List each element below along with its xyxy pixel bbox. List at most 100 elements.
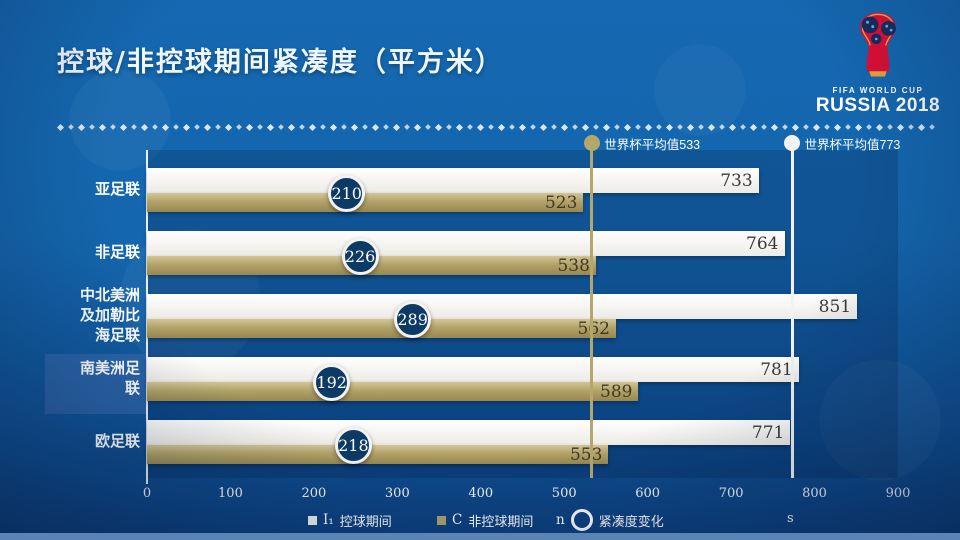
diamond-icon (593, 124, 599, 130)
stray-text: s (787, 511, 794, 526)
category-label: 欧足联 (94, 432, 140, 450)
diamond-icon (119, 123, 128, 131)
possession-value: 733 (720, 170, 753, 191)
legend-prefix: n (556, 512, 565, 528)
x-axis-tick-label: 300 (384, 486, 410, 501)
legend-label: 非控球期间 (468, 513, 534, 529)
x-axis-tick-label: 400 (468, 486, 494, 501)
diamond-icon (803, 124, 809, 130)
diamond-icon (614, 124, 620, 130)
diamond-icon (656, 124, 662, 130)
legend-item: I₁ 控球期间 (308, 509, 392, 531)
diamond-icon (602, 123, 611, 131)
diamond-icon (740, 124, 746, 130)
diamond-icon (467, 124, 473, 130)
possession-value: 771 (751, 422, 785, 443)
diamond-icon (152, 124, 158, 130)
diamond-icon (761, 124, 767, 130)
legend-label: 紧凑度变化 (598, 513, 664, 529)
diamond-icon (635, 124, 641, 130)
diamond-icon (392, 123, 401, 131)
diamond-icon (539, 123, 548, 131)
diamond-icon (173, 124, 179, 130)
bottom-accent-strip (0, 533, 960, 540)
diamond-icon (782, 124, 788, 130)
possession-bar: 781 (147, 357, 799, 382)
diamond-icon (245, 123, 254, 131)
diamond-icon (455, 123, 464, 131)
x-axis-tick-label: 200 (301, 486, 327, 501)
diamond-icon (518, 123, 527, 131)
possession-value: 764 (746, 233, 779, 254)
highlighted-category-band (45, 354, 147, 414)
category-label: 南美洲足联 (79, 359, 140, 397)
page-title: 控球/非控球期间紧凑度（平方米） (57, 47, 504, 78)
world-cup-average-non-possession-line: 世界杯平均值533 (583, 135, 700, 478)
diamond-icon (707, 123, 716, 131)
diamond-icon (320, 124, 326, 130)
possession-bar: 851 (147, 294, 858, 319)
diamond-icon (299, 124, 305, 130)
non-possession-bar: 562 (147, 318, 616, 339)
diamond-icon (56, 123, 65, 131)
diamond-icon (770, 123, 779, 131)
bar-chart: 亚足联 733 523 210 非足联 764 538 226 中北美洲及加勒比海足联 851 56… (45, 135, 910, 501)
diamond-icon (110, 124, 116, 130)
diamond-icon (98, 123, 107, 131)
diamond-icon (728, 123, 737, 131)
marker-circle-icon (570, 509, 593, 531)
diamond-icon (476, 123, 485, 131)
world-cup-trophy-icon (860, 12, 896, 77)
reference-line-pin (583, 135, 600, 151)
diamond-icon (677, 124, 683, 130)
world-cup-average-possession-line: 世界杯平均值773 (784, 135, 900, 478)
x-axis-tick-label: 500 (551, 486, 577, 501)
diamond-icon (215, 124, 221, 130)
possession-bar: 764 (147, 231, 785, 256)
compactness-change-marker: 289 (394, 300, 432, 338)
non-possession-bar: 589 (147, 381, 639, 402)
diamond-icon (866, 124, 872, 130)
legend-prefix: C (452, 512, 463, 528)
diamond-icon (383, 124, 389, 130)
diamond-icon (644, 123, 653, 131)
diamond-icon (266, 123, 275, 131)
diamond-icon (623, 123, 632, 131)
diamond-icon (908, 124, 914, 130)
x-axis-tick-label: 0 (142, 486, 152, 501)
non-possession-value: 589 (600, 381, 633, 402)
diamond-icon (413, 123, 422, 131)
diamond-icon (854, 123, 863, 131)
possession-value: 781 (760, 359, 793, 380)
category-label: 中北美洲及加勒比海足联 (79, 286, 140, 345)
diamond-icon (278, 124, 284, 130)
diamond-icon (434, 123, 443, 131)
diamond-icon (341, 124, 347, 130)
non-possession-value: 562 (577, 318, 610, 339)
diamond-icon (551, 124, 557, 130)
category-label: 非足联 (94, 243, 140, 261)
diamond-icon (812, 123, 821, 131)
legend-item: C 非控球期间 (437, 509, 533, 531)
diamond-icon (833, 123, 842, 131)
diamond-icon (182, 123, 191, 131)
category-label: 亚足联 (94, 180, 140, 198)
diamond-icon (77, 123, 86, 131)
diamond-icon (371, 123, 380, 131)
diamond-icon (236, 124, 242, 130)
diamond-icon (161, 123, 170, 131)
possession-swatch-icon (308, 515, 317, 525)
diamond-icon (824, 124, 830, 130)
diamond-icon (749, 123, 758, 131)
possession-bar: 771 (147, 420, 791, 445)
diamond-icon (350, 123, 359, 131)
legend-prefix: I₁ (323, 512, 334, 528)
x-axis-tick-label: 700 (718, 486, 744, 501)
x-axis-tick-label: 100 (218, 486, 243, 501)
diamond-icon (131, 124, 137, 130)
compactness-change-marker: 218 (334, 426, 372, 464)
diamond-icon (287, 123, 296, 131)
possession-bar: 733 (147, 168, 759, 193)
legend-item: n 紧凑度变化 (556, 509, 664, 531)
diamond-icon (875, 123, 884, 131)
